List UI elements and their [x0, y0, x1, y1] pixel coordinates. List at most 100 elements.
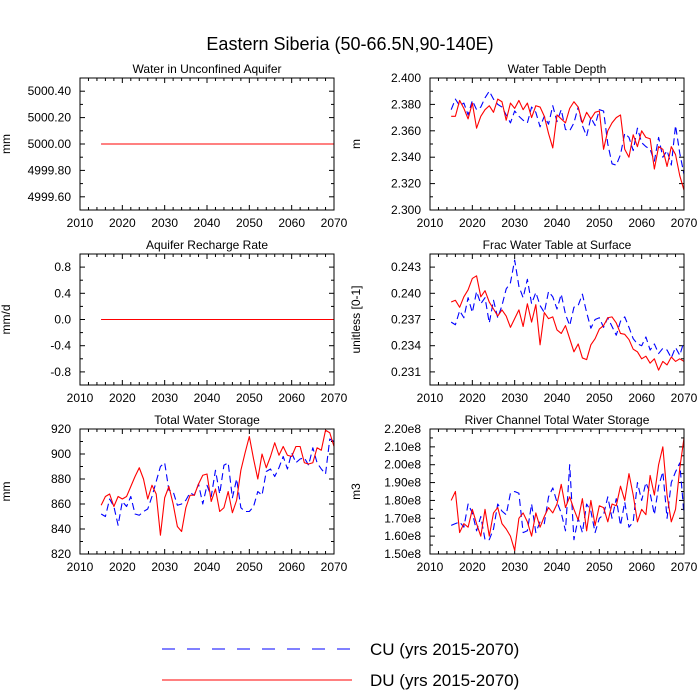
panel-title: Water in Unconfined Aquifer [133, 62, 282, 76]
y-tick-label: 2.10e8 [384, 440, 421, 454]
panels: Water in Unconfined Aquifer mm 2010 2020 203… [0, 62, 698, 574]
y-tick-label: 4999.80 [28, 163, 72, 177]
y-tick-label: 2.340 [391, 150, 421, 164]
series-line-du [450, 275, 685, 371]
legend-label-du: DU (yrs 2015-2070) [370, 671, 519, 690]
plot-frame [429, 253, 685, 386]
chart-panel-3: Aquifer Recharge Rate mm/d 2010 2020 2030 204… [0, 238, 348, 405]
x-tick-label: 2040 [194, 391, 221, 405]
y-tick-label: 2.00e8 [384, 458, 421, 472]
plot-frame [79, 428, 335, 555]
x-tick-label: 2040 [544, 216, 571, 230]
x-tick-label: 2030 [501, 391, 528, 405]
chart-panel-4: Frac Water Table at Surface unitless [0-1… [349, 238, 698, 405]
y-tick-label: 900 [51, 447, 71, 461]
x-tick-label: 2010 [417, 391, 444, 405]
y-tick-label: 2.400 [391, 71, 421, 85]
x-tick-label: 2050 [236, 216, 263, 230]
plot-frame [79, 77, 335, 211]
series-line-cu [100, 438, 335, 526]
plot-frame [429, 77, 685, 211]
x-tick-label: 2070 [321, 560, 348, 574]
y-tick-label: 1.70e8 [384, 511, 421, 525]
y-axis-label: m [349, 139, 363, 149]
y-axis-label: mm/d [0, 305, 13, 335]
series-line-cu [450, 259, 685, 359]
y-tick-label: -0.8 [50, 365, 71, 379]
y-tick-label: 4999.60 [28, 190, 72, 204]
x-tick-label: 2020 [459, 391, 486, 405]
y-tick-label: 1.60e8 [384, 529, 421, 543]
x-tick-label: 2030 [151, 560, 178, 574]
series-line-du [450, 437, 685, 551]
y-tick-label: 860 [51, 497, 71, 511]
plot-frame [429, 428, 685, 555]
chart-panel-1: Water in Unconfined Aquifer mm 2010 2020 203… [0, 62, 348, 230]
x-tick-label: 2020 [109, 391, 136, 405]
x-tick-label: 2010 [67, 391, 94, 405]
x-tick-label: 2010 [67, 560, 94, 574]
x-tick-label: 2010 [417, 216, 444, 230]
y-tick-label: 0.0 [54, 313, 71, 327]
x-tick-label: 2040 [194, 560, 221, 574]
x-tick-label: 2070 [321, 391, 348, 405]
x-tick-label: 2010 [417, 560, 444, 574]
x-tick-label: 2020 [109, 216, 136, 230]
y-tick-label: 2.320 [391, 177, 421, 191]
x-tick-label: 2030 [501, 560, 528, 574]
legend-label-cu: CU (yrs 2015-2070) [370, 640, 519, 659]
series-line-cu [450, 90, 685, 175]
panel-title: Frac Water Table at Surface [483, 238, 632, 252]
y-tick-label: 2.20e8 [384, 422, 421, 436]
y-tick-label: 0.243 [391, 260, 421, 274]
y-tick-label: 0.4 [54, 286, 71, 300]
series-line-du [100, 429, 335, 536]
chart-panel-6: River Channel Total Water Storage m3 2010 2… [349, 413, 698, 574]
x-tick-label: 2060 [278, 560, 305, 574]
y-tick-label: 2.300 [391, 203, 421, 217]
x-tick-label: 2010 [67, 216, 94, 230]
panel-title: Total Water Storage [154, 413, 260, 427]
x-tick-label: 2040 [544, 391, 571, 405]
y-tick-label: 1.90e8 [384, 476, 421, 490]
y-tick-label: -0.4 [50, 339, 71, 353]
chart-panel-2: Water Table Depth m 2010 2020 2030 2040 2050 20… [349, 62, 698, 230]
figure-title: Eastern Siberia (50-66.5N,90-140E) [206, 34, 493, 54]
y-tick-label: 840 [51, 522, 71, 536]
x-tick-label: 2070 [321, 216, 348, 230]
y-tick-label: 0.231 [391, 365, 421, 379]
panel-title: Aquifer Recharge Rate [146, 238, 268, 252]
y-tick-label: 1.50e8 [384, 547, 421, 561]
series-line-cu [450, 462, 685, 541]
x-tick-label: 2050 [586, 560, 613, 574]
y-tick-label: 5000.00 [28, 137, 72, 151]
x-tick-label: 2070 [671, 216, 698, 230]
x-tick-label: 2020 [459, 216, 486, 230]
y-tick-label: 820 [51, 547, 71, 561]
x-tick-label: 2040 [544, 560, 571, 574]
x-tick-label: 2030 [151, 216, 178, 230]
x-tick-label: 2060 [628, 560, 655, 574]
x-tick-label: 2070 [671, 560, 698, 574]
y-tick-label: 0.240 [391, 286, 421, 300]
y-tick-label: 5000.20 [28, 111, 72, 125]
panel-title: River Channel Total Water Storage [465, 413, 650, 427]
y-tick-label: 880 [51, 472, 71, 486]
y-tick-label: 2.360 [391, 124, 421, 138]
x-tick-label: 2060 [628, 216, 655, 230]
x-tick-label: 2050 [586, 391, 613, 405]
x-tick-label: 2060 [628, 391, 655, 405]
x-tick-label: 2020 [109, 560, 136, 574]
y-tick-label: 0.237 [391, 313, 421, 327]
x-tick-label: 2060 [278, 216, 305, 230]
x-tick-label: 2020 [459, 560, 486, 574]
x-tick-label: 2050 [236, 560, 263, 574]
y-tick-label: 5000.40 [28, 84, 72, 98]
x-tick-label: 2070 [671, 391, 698, 405]
y-axis-label: mm [0, 482, 13, 502]
y-axis-label: unitless [0-1] [349, 285, 363, 353]
legend: CU (yrs 2015-2070) DU (yrs 2015-2070) [162, 640, 519, 690]
x-tick-label: 2030 [501, 216, 528, 230]
x-tick-label: 2050 [586, 216, 613, 230]
